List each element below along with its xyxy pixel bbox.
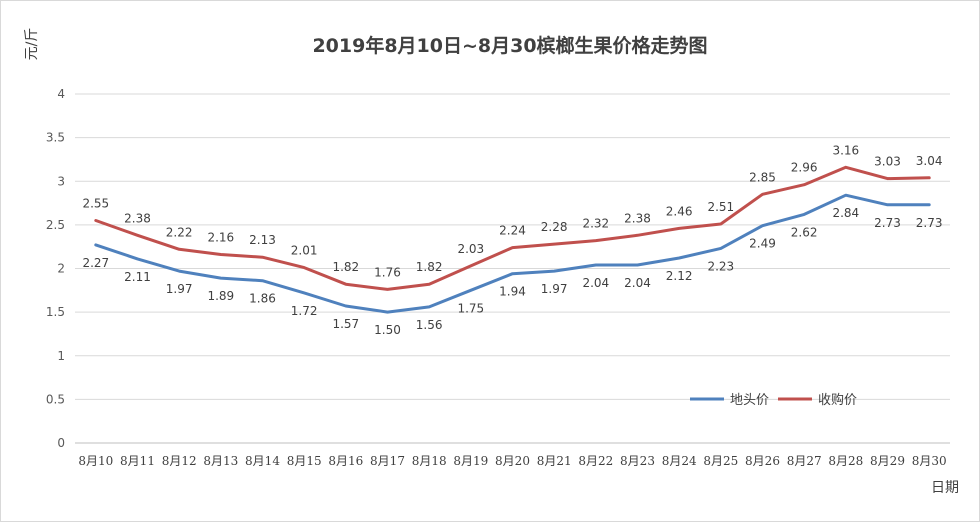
- data-label: 2.38: [124, 211, 151, 225]
- x-tick-label: 8月23: [620, 454, 655, 468]
- data-label: 2.62: [791, 225, 818, 239]
- data-label: 2.22: [166, 225, 193, 239]
- data-label: 2.51: [707, 200, 734, 214]
- data-label: 3.04: [916, 154, 943, 168]
- x-axis-ticks: 8月10 8月11 8月12 8月13 8月14 8月15 8月16 8月17 8月18 8月19…: [78, 454, 946, 468]
- data-label: 2.85: [749, 170, 776, 184]
- data-label: 3.16: [832, 143, 859, 157]
- chart-title: 2019年8月10日~8月30槟榔生果价格走势图: [312, 34, 707, 57]
- series-line-2: [94, 165, 931, 291]
- data-label: 1.72: [291, 304, 318, 318]
- data-label: 2.01: [291, 244, 318, 258]
- series-line-1: [94, 193, 931, 314]
- data-label: 1.56: [416, 318, 443, 332]
- data-label: 2.11: [124, 270, 151, 284]
- series-lines: [94, 165, 931, 314]
- x-tick-label: 8月28: [828, 454, 863, 468]
- x-tick-label: 8月14: [245, 454, 280, 468]
- data-label: 2.12: [666, 269, 693, 283]
- data-label: 2.27: [82, 256, 109, 270]
- x-tick-label: 8月29: [870, 454, 905, 468]
- x-tick-label: 8月17: [370, 454, 405, 468]
- data-label: 3.03: [874, 155, 901, 169]
- x-tick-label: 8月30: [912, 454, 947, 468]
- data-label: 2.24: [499, 224, 526, 238]
- data-label: 2.49: [749, 237, 776, 251]
- x-tick-label: 8月12: [162, 454, 197, 468]
- y-tick-label: 4: [57, 87, 65, 101]
- x-tick-label: 8月15: [287, 454, 322, 468]
- y-tick-label: 3: [57, 174, 65, 188]
- data-label: 1.50: [374, 323, 401, 337]
- data-label: 2.46: [666, 204, 693, 218]
- x-tick-label: 8月19: [453, 454, 488, 468]
- data-label: 1.57: [332, 317, 359, 331]
- legend-label-series-2: 收购价: [818, 392, 857, 408]
- y-tick-label: 1.5: [46, 305, 65, 319]
- data-label: 2.13: [249, 233, 276, 247]
- data-label: 1.97: [166, 282, 193, 296]
- x-tick-label: 8月26: [745, 454, 780, 468]
- y-tick-label: 0: [57, 436, 65, 450]
- data-label: 1.82: [332, 260, 359, 274]
- gridlines: [75, 93, 950, 444]
- x-tick-label: 8月13: [203, 454, 238, 468]
- y-tick-label: 2: [57, 262, 65, 276]
- x-tick-label: 8月20: [495, 454, 530, 468]
- data-label: 1.75: [457, 301, 484, 315]
- data-label: 1.89: [207, 289, 234, 303]
- y-tick-label: 2.5: [46, 218, 65, 232]
- data-label: 2.38: [624, 211, 651, 225]
- legend: 地头价 收购价: [690, 392, 857, 408]
- data-label: 1.97: [541, 282, 568, 296]
- x-tick-label: 8月25: [703, 454, 738, 468]
- data-label: 2.73: [874, 216, 901, 230]
- x-axis-label: 日期: [931, 480, 959, 496]
- data-labels: 2.27 2.11 1.97 1.89 1.86 1.72 1.57 1.50 1.56 1.75…: [82, 143, 942, 337]
- data-label: 2.04: [624, 276, 651, 290]
- data-label: 1.76: [374, 265, 401, 279]
- data-label: 2.04: [582, 276, 609, 290]
- x-tick-label: 8月22: [578, 454, 613, 468]
- data-label: 2.03: [457, 242, 484, 256]
- data-label: 2.55: [82, 197, 109, 211]
- data-label: 2.96: [791, 161, 818, 175]
- legend-label-series-1: 地头价: [730, 393, 769, 408]
- x-tick-label: 8月24: [662, 454, 697, 468]
- data-label: 2.23: [707, 259, 734, 273]
- data-label: 2.16: [207, 231, 234, 245]
- y-tick-label: 3.5: [46, 131, 65, 145]
- y-axis-label: 元/斤: [24, 28, 40, 61]
- x-tick-label: 8月16: [328, 454, 363, 468]
- data-label: 2.32: [582, 217, 609, 231]
- x-tick-label: 8月11: [120, 454, 155, 468]
- x-tick-label: 8月10: [78, 454, 113, 468]
- y-tick-label: 0.5: [46, 392, 65, 406]
- data-label: 2.73: [916, 216, 943, 230]
- data-label: 1.94: [499, 285, 526, 299]
- y-tick-label: 1: [57, 349, 65, 363]
- data-label: 2.28: [541, 220, 568, 234]
- x-tick-label: 8月18: [412, 454, 447, 468]
- data-label: 1.86: [249, 292, 276, 306]
- data-label: 2.84: [832, 206, 859, 220]
- x-tick-label: 8月21: [537, 454, 572, 468]
- data-label: 1.82: [416, 260, 443, 274]
- x-tick-label: 8月27: [787, 454, 822, 468]
- y-axis-ticks: 0 0.5 1 1.5 2 2.5 3 3.5 4: [46, 87, 65, 450]
